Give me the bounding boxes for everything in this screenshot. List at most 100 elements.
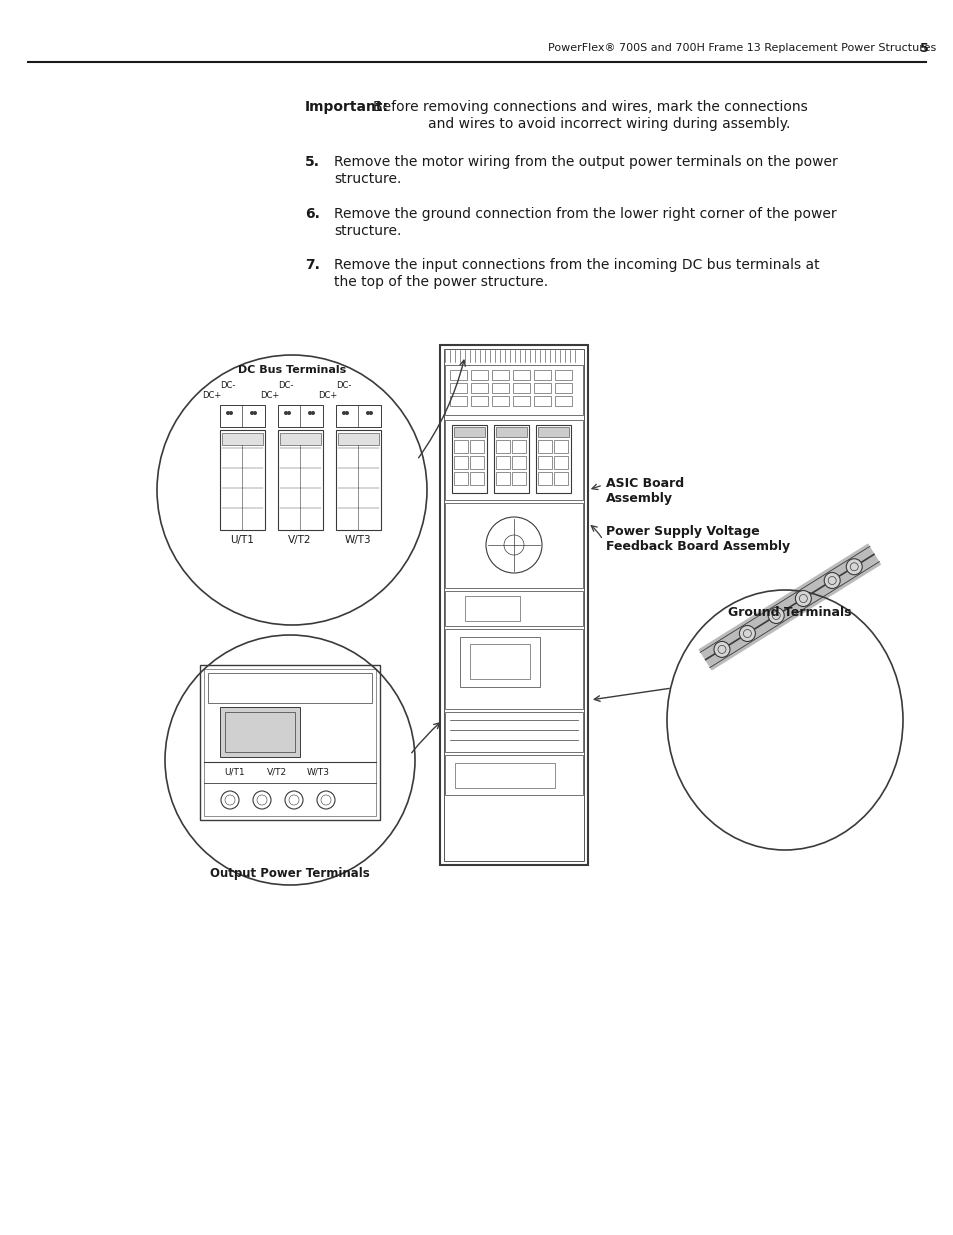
Bar [464, 597, 519, 621]
Text: Output Power Terminals: Output Power Terminals [210, 867, 370, 879]
Text: V/T2: V/T2 [267, 767, 287, 777]
Bar [277, 405, 323, 427]
Bar [494, 425, 529, 493]
Bar [450, 370, 467, 380]
Text: PowerFlex® 700S and 700H Frame 13 Replacement Power Structures: PowerFlex® 700S and 700H Frame 13 Replac… [547, 43, 935, 53]
Text: DC+: DC+ [260, 391, 279, 400]
Text: ASIC Board: ASIC Board [605, 477, 683, 490]
Bar [444, 629, 582, 709]
Bar [496, 456, 510, 469]
Bar [444, 713, 582, 752]
Circle shape [253, 411, 256, 415]
Bar [443, 350, 583, 861]
Bar [455, 763, 555, 788]
Text: V/T2: V/T2 [288, 535, 312, 545]
Bar [537, 427, 568, 437]
Bar [335, 405, 380, 427]
Circle shape [341, 411, 346, 415]
Bar [225, 713, 294, 752]
Bar [222, 433, 263, 445]
Text: W/T3: W/T3 [344, 535, 371, 545]
Text: DC-: DC- [278, 380, 294, 389]
Circle shape [226, 411, 230, 415]
Text: Remove the motor wiring from the output power terminals on the power: Remove the motor wiring from the output … [334, 156, 837, 169]
Bar [554, 472, 567, 485]
Bar [280, 433, 320, 445]
Bar [454, 472, 468, 485]
Bar [452, 425, 486, 493]
Bar [534, 396, 551, 406]
Bar [335, 430, 380, 530]
Bar [459, 637, 539, 687]
Bar [200, 664, 379, 820]
Circle shape [795, 590, 810, 606]
Bar [454, 427, 484, 437]
Bar [450, 396, 467, 406]
Circle shape [767, 608, 783, 624]
Bar [537, 440, 552, 453]
Text: DC Bus Terminals: DC Bus Terminals [237, 366, 346, 375]
Bar [444, 420, 582, 500]
Bar [513, 370, 530, 380]
Text: Power Supply Voltage: Power Supply Voltage [605, 525, 759, 538]
Bar [470, 472, 483, 485]
Bar [470, 456, 483, 469]
Bar [512, 472, 525, 485]
Bar [204, 669, 375, 816]
Bar [450, 383, 467, 393]
Bar [337, 433, 378, 445]
Text: Important:: Important: [305, 100, 389, 114]
Text: Feedback Board Assembly: Feedback Board Assembly [605, 540, 789, 553]
Circle shape [739, 625, 755, 641]
Circle shape [369, 411, 373, 415]
Bar [537, 456, 552, 469]
Bar [492, 396, 509, 406]
Bar [220, 430, 265, 530]
Bar [454, 456, 468, 469]
Bar [277, 430, 323, 530]
Bar [454, 440, 468, 453]
Bar [512, 440, 525, 453]
Bar [513, 396, 530, 406]
Text: Remove the ground connection from the lower right corner of the power: Remove the ground connection from the lo… [334, 207, 836, 221]
Text: Before removing connections and wires, mark the connections: Before removing connections and wires, m… [373, 100, 807, 114]
Bar [512, 456, 525, 469]
Text: Assembly: Assembly [605, 492, 672, 505]
Text: U/T1: U/T1 [225, 767, 245, 777]
Circle shape [229, 411, 233, 415]
Bar [470, 643, 530, 679]
Bar [444, 366, 582, 415]
Bar [471, 370, 488, 380]
Bar [496, 440, 510, 453]
Circle shape [345, 411, 349, 415]
Circle shape [366, 411, 370, 415]
Bar [492, 383, 509, 393]
Bar [554, 440, 567, 453]
Text: U/T1: U/T1 [230, 535, 253, 545]
Text: 7.: 7. [305, 258, 319, 272]
Text: Remove the input connections from the incoming DC bus terminals at: Remove the input connections from the in… [334, 258, 819, 272]
Bar [444, 755, 582, 795]
Circle shape [308, 411, 312, 415]
Text: structure.: structure. [334, 172, 401, 186]
Text: 6.: 6. [305, 207, 319, 221]
Bar [471, 396, 488, 406]
Bar [470, 440, 483, 453]
Bar [496, 427, 526, 437]
Circle shape [284, 411, 288, 415]
Bar [439, 345, 587, 864]
Circle shape [823, 573, 840, 589]
Bar [554, 456, 567, 469]
Bar [537, 472, 552, 485]
Text: DC+: DC+ [318, 391, 337, 400]
Text: structure.: structure. [334, 224, 401, 238]
Circle shape [287, 411, 291, 415]
Bar [534, 383, 551, 393]
Text: 5.: 5. [305, 156, 319, 169]
Bar [534, 370, 551, 380]
Bar [555, 383, 572, 393]
Text: W/T3: W/T3 [306, 767, 329, 777]
Text: 5: 5 [919, 42, 928, 54]
Text: the top of the power structure.: the top of the power structure. [334, 275, 548, 289]
Text: DC-: DC- [220, 380, 235, 389]
